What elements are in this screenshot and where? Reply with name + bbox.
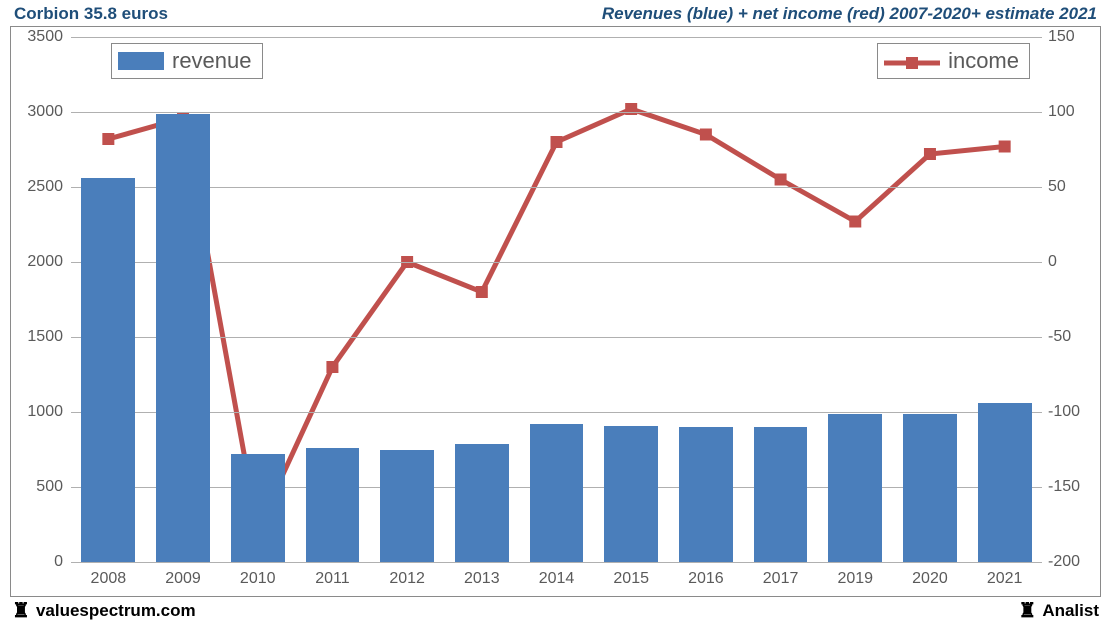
y-right-tick-label: -200 [1048,553,1098,571]
x-tick-label: 2019 [837,570,873,588]
revenue-bar [455,444,509,563]
revenue-bar [754,427,808,562]
revenue-bar [156,114,210,563]
gridline [71,187,1042,188]
x-tick-label: 2011 [315,570,349,588]
income-marker [775,174,787,186]
title-right: Revenues (blue) + net income (red) 2007-… [602,4,1097,24]
revenue-bar [978,403,1032,562]
y-left-tick-label: 2000 [13,253,63,271]
y-right-tick-label: -150 [1048,478,1098,496]
legend-revenue-label: revenue [172,48,252,74]
revenue-bar [231,454,285,562]
y-left-tick-label: 3500 [13,28,63,46]
y-left-tick-label: 1500 [13,328,63,346]
revenue-bar [81,178,135,562]
income-marker [849,216,861,228]
plot-area: 0500100015002000250030003500-200-150-100… [71,37,1042,562]
income-swatch [884,52,940,70]
gridline [71,262,1042,263]
revenue-bar [604,426,658,563]
revenue-bar [306,448,360,562]
income-marker [326,361,338,373]
gridline [71,412,1042,413]
income-marker [625,103,637,115]
revenue-bar [828,414,882,562]
revenue-swatch [118,52,164,70]
footer-right-text: Analist [1042,601,1099,621]
y-left-tick-label: 0 [13,553,63,571]
legend-income-label: income [948,48,1019,74]
x-tick-label: 2020 [912,570,948,588]
gridline [71,112,1042,113]
gridline [71,562,1042,563]
x-tick-label: 2021 [987,570,1023,588]
income-marker [700,129,712,141]
legend-income: income [877,43,1030,79]
y-left-tick-label: 3000 [13,103,63,121]
footer-left-text: valuespectrum.com [36,601,196,621]
revenue-bar [530,424,584,562]
revenue-bar [380,450,434,563]
y-left-tick-label: 2500 [13,178,63,196]
title-left: Corbion 35.8 euros [14,4,168,24]
income-marker [476,286,488,298]
y-left-tick-label: 1000 [13,403,63,421]
x-tick-label: 2015 [613,570,649,588]
gridline [71,37,1042,38]
y-right-tick-label: 50 [1048,178,1098,196]
rook-icon: ♜ [12,601,30,621]
y-right-tick-label: 150 [1048,28,1098,46]
x-tick-label: 2010 [240,570,276,588]
x-tick-label: 2013 [464,570,500,588]
x-tick-label: 2008 [91,570,127,588]
income-marker [999,141,1011,153]
x-tick-label: 2009 [165,570,201,588]
y-right-tick-label: 0 [1048,253,1098,271]
chart-footer: ♜ valuespectrum.com ♜ Analist [12,601,1099,623]
chart-figure: Corbion 35.8 euros Revenues (blue) + net… [0,0,1111,627]
gridline [71,337,1042,338]
chart-header: Corbion 35.8 euros Revenues (blue) + net… [8,4,1103,28]
revenue-bar [903,414,957,563]
x-tick-label: 2012 [389,570,425,588]
x-tick-label: 2016 [688,570,724,588]
x-tick-label: 2017 [763,570,799,588]
income-marker [924,148,936,160]
y-right-tick-label: 100 [1048,103,1098,121]
y-right-tick-label: -100 [1048,403,1098,421]
footer-right: ♜ Analist [1018,601,1099,621]
y-left-tick-label: 500 [13,478,63,496]
y-right-tick-label: -50 [1048,328,1098,346]
income-marker [102,133,114,145]
rook-icon: ♜ [1018,601,1036,621]
x-tick-label: 2014 [539,570,575,588]
legend-revenue: revenue [111,43,263,79]
revenue-bar [679,427,733,562]
income-marker [551,136,563,148]
footer-left: ♜ valuespectrum.com [12,601,196,621]
plot-border: 0500100015002000250030003500-200-150-100… [10,26,1101,597]
